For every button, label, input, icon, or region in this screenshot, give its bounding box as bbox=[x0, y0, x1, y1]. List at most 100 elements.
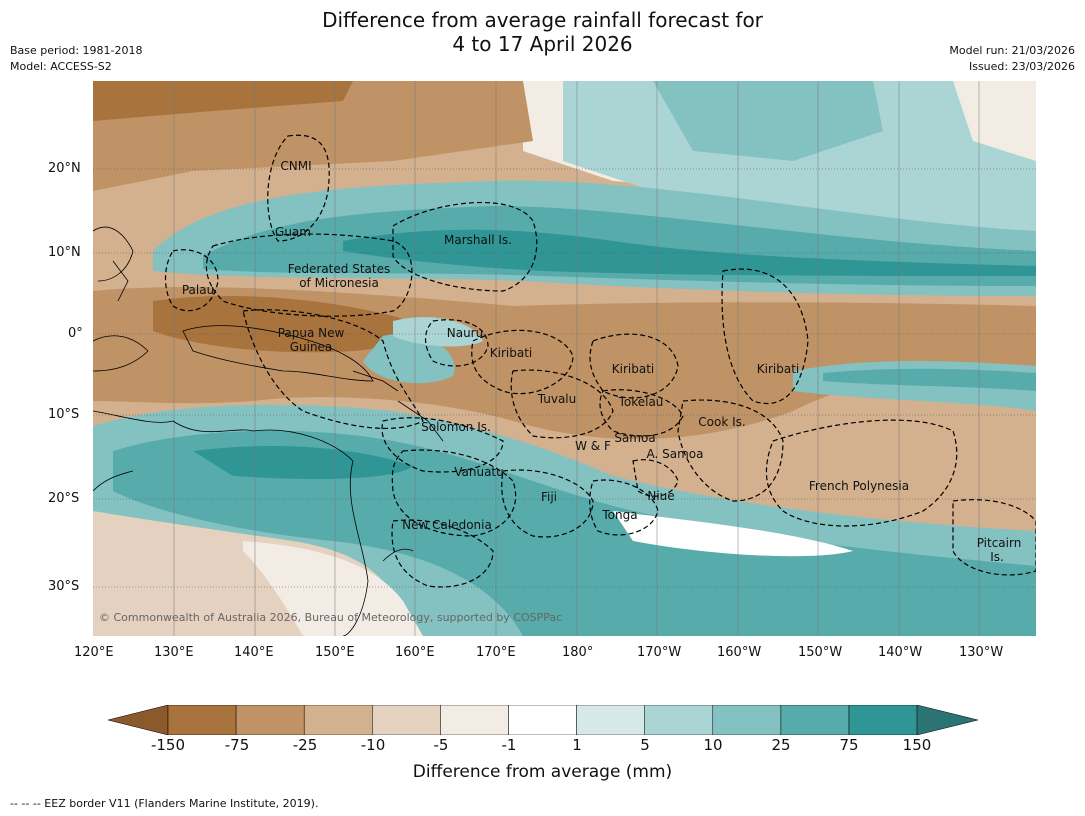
map-gridlines bbox=[93, 168, 1036, 588]
eez-french-polynesia bbox=[765, 419, 958, 527]
field-sw-light bbox=[243, 541, 423, 636]
eez-vanuatu bbox=[391, 449, 517, 537]
colorbar-label: 150 bbox=[902, 736, 932, 754]
label-kiribati-east: Kiribati bbox=[757, 362, 799, 376]
colorbar-label: 25 bbox=[771, 736, 791, 754]
indonesia-coast bbox=[93, 335, 149, 372]
australia-coast bbox=[93, 410, 369, 636]
model-name: Model: ACCESS-S2 bbox=[10, 60, 112, 73]
label-kiribati-central: Kiribati bbox=[612, 362, 654, 376]
eez-fsm bbox=[205, 233, 413, 317]
new-guinea-coast bbox=[182, 325, 374, 382]
colorbar-box bbox=[235, 705, 305, 735]
label-new-caledonia: New Caledonia bbox=[402, 518, 492, 532]
colorbar-label: -75 bbox=[224, 736, 250, 754]
label-tokelau: Tokelau bbox=[618, 395, 664, 409]
eez-tokelau bbox=[599, 389, 684, 437]
eez-marshall bbox=[392, 201, 538, 292]
colorbar bbox=[108, 705, 978, 735]
label-nauru: Nauru bbox=[447, 326, 483, 340]
colorbar-label: -10 bbox=[360, 736, 386, 754]
colorbar-label: -5 bbox=[433, 736, 449, 754]
label-tonga: Tonga bbox=[601, 508, 637, 522]
philippines-south-coast bbox=[112, 260, 129, 302]
new-caledonia-coast bbox=[382, 548, 414, 562]
lon-tick-130e: 130°E bbox=[154, 645, 194, 660]
lon-tick-170w: 170°W bbox=[637, 645, 682, 660]
lat-tick-20n: 20°N bbox=[48, 161, 81, 176]
colorbar-box bbox=[644, 705, 714, 735]
colorbar-label: -150 bbox=[150, 736, 186, 754]
eez-niue bbox=[632, 459, 679, 497]
label-png-line2: Guinea bbox=[290, 340, 333, 354]
model-run: Model run: 21/03/2026 bbox=[949, 44, 1075, 57]
field-bismarck-wet bbox=[363, 333, 455, 384]
australia-nw-coast bbox=[93, 470, 134, 492]
colorbar-label: -25 bbox=[292, 736, 318, 754]
colorbar-left-arrow bbox=[108, 705, 169, 735]
colorbar-box bbox=[848, 705, 918, 735]
label-niue: Niue bbox=[647, 489, 674, 503]
colorbar-box bbox=[440, 705, 509, 735]
colorbar-boxes bbox=[167, 705, 918, 735]
coastlines bbox=[93, 226, 444, 636]
field-nauru-wet bbox=[393, 317, 483, 347]
lat-tick-20s: 20°S bbox=[48, 491, 80, 506]
label-pitcairn-line2: Is. bbox=[990, 550, 1004, 564]
eez-cnmi bbox=[267, 134, 330, 242]
label-palau: Palau bbox=[182, 283, 214, 297]
field-spcz-max bbox=[193, 446, 413, 479]
eez-pitcairn bbox=[952, 499, 1036, 576]
label-png-line1: Papua New bbox=[278, 326, 345, 340]
label-vanuatu: Vanuatu bbox=[454, 465, 504, 479]
philippines-coast bbox=[93, 226, 134, 282]
colorbar-box bbox=[372, 705, 441, 735]
map-title-line2: 4 to 17 April 2026 bbox=[452, 32, 633, 56]
lat-tick-10s: 10°S bbox=[48, 407, 80, 422]
lon-tick-140w: 140°W bbox=[878, 645, 923, 660]
label-fsm-line1: Federated States bbox=[288, 262, 390, 276]
colorbar-box bbox=[508, 705, 577, 735]
colorbar-box bbox=[576, 705, 645, 735]
eez-kiribati-c bbox=[589, 333, 679, 399]
eez-png bbox=[242, 309, 424, 430]
lon-tick-160e: 160°E bbox=[395, 645, 435, 660]
lon-tick-180: 180° bbox=[562, 645, 594, 660]
lon-tick-150e: 150°E bbox=[315, 645, 355, 660]
label-pitcairn-line1: Pitcairn bbox=[977, 536, 1022, 550]
colorbar-label: 5 bbox=[640, 736, 650, 754]
label-kiribati-west: Kiribati bbox=[490, 346, 532, 360]
lon-tick-140e: 140°E bbox=[234, 645, 274, 660]
eez-borders bbox=[164, 134, 1036, 588]
label-fiji: Fiji bbox=[541, 490, 557, 504]
field-east-wet-core bbox=[823, 368, 1036, 391]
colorbar-label: 10 bbox=[703, 736, 723, 754]
map-title-line1: Difference from average rainfall forecas… bbox=[322, 8, 763, 32]
lat-tick-10n: 10°N bbox=[48, 245, 81, 260]
eez-nauru bbox=[424, 319, 489, 367]
solomon-coast bbox=[397, 400, 444, 442]
lon-tick-170e: 170°E bbox=[476, 645, 516, 660]
lat-tick-0: 0° bbox=[68, 326, 83, 341]
field-equatorial-dry-core bbox=[153, 296, 414, 353]
map-meridians bbox=[173, 81, 980, 636]
eez-kiribati-w bbox=[471, 329, 574, 395]
field-south-neutral bbox=[613, 511, 853, 557]
eez-solomon bbox=[381, 417, 504, 473]
rainfall-anomaly-map: CNMI Guam Marshall Is. Federated States … bbox=[93, 81, 1036, 636]
eez-fiji bbox=[501, 469, 594, 538]
lon-tick-160w: 160°W bbox=[717, 645, 762, 660]
label-american-samoa: A. Samoa bbox=[647, 447, 704, 461]
lon-tick-150w: 150°W bbox=[798, 645, 843, 660]
label-marshall-islands: Marshall Is. bbox=[444, 233, 512, 247]
colorbar-label: -1 bbox=[501, 736, 517, 754]
eez-tonga bbox=[589, 479, 659, 536]
base-period: Base period: 1981-2018 bbox=[10, 44, 143, 57]
issued-date: Issued: 23/03/2026 bbox=[968, 60, 1075, 73]
colorbar-box bbox=[780, 705, 850, 735]
label-solomon-islands: Solomon Is. bbox=[421, 420, 491, 434]
lon-tick-120e: 120°E bbox=[74, 645, 114, 660]
lat-tick-30s: 30°S bbox=[48, 579, 80, 594]
colorbar-label: 1 bbox=[572, 736, 582, 754]
field-itcz-north-max bbox=[343, 229, 1036, 276]
